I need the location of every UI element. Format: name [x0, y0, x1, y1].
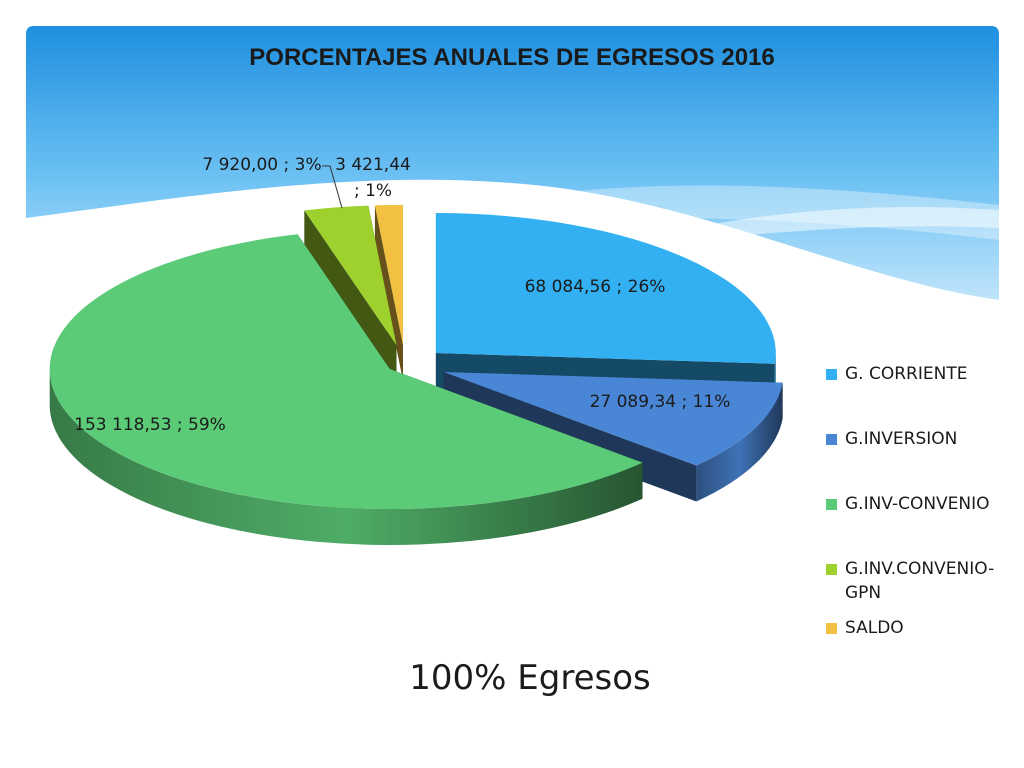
- legend-label: G.INV-CONVENIO: [845, 494, 990, 514]
- chart-title: PORCENTAJES ANUALES DE EGRESOS 2016: [249, 44, 775, 71]
- legend-swatch: [826, 499, 837, 510]
- legend-item-g-inv-convenio: G.INV-CONVENIO: [826, 492, 995, 516]
- data-label-g-inv-convenio: 153 118,53 ; 59%: [74, 415, 226, 435]
- banner-wave-2: [600, 206, 999, 250]
- legend-item-g-corriente: G. CORRIENTE: [826, 362, 995, 386]
- data-label-g-inversion: 27 089,34 ; 11%: [590, 392, 731, 412]
- legend-item-g-inv-convenio-gpn: G.INV.CONVENIO-GPN: [826, 557, 995, 605]
- legend-label: SALDO: [845, 618, 904, 638]
- pie-slice-g-inversion: [443, 371, 783, 502]
- legend-item-saldo: SALDO: [826, 616, 995, 640]
- pie-slice-side: [49, 368, 643, 545]
- legend-swatch: [826, 369, 837, 380]
- pie-slice-top: [443, 371, 783, 466]
- leader-line: [322, 165, 343, 209]
- data-label-g-inv-convenio-gpn: 7 920,00 ; 3%: [202, 155, 321, 175]
- pie-slice-wall: [374, 205, 404, 381]
- pie-slice-wall: [304, 210, 397, 382]
- legend-swatch: [826, 434, 837, 445]
- pie-slice-top: [435, 213, 776, 364]
- data-label-saldo: 3 421,44: [335, 155, 411, 175]
- legend-item-g-inversion: G.INVERSION: [826, 427, 995, 451]
- title-banner: [26, 26, 999, 300]
- pie-slice-g-corriente: [435, 213, 776, 400]
- banner-wave: [420, 185, 999, 240]
- legend-swatch: [826, 623, 837, 634]
- pie-slice-g-inv-convenio: [49, 234, 643, 545]
- legend-label: G. CORRIENTE: [845, 364, 968, 384]
- pie-slice-top: [374, 204, 404, 345]
- pie-slice-side: [696, 382, 783, 502]
- pie-slice-g-inv-convenio-gpn: [304, 205, 397, 382]
- pie-slice-top: [49, 234, 643, 509]
- legend-label: G.INV.CONVENIO-GPN: [845, 559, 995, 603]
- pie-slice-saldo: [374, 204, 404, 381]
- data-label-saldo-pct: ; 1%: [354, 181, 392, 201]
- data-label-g-corriente: 68 084,56 ; 26%: [525, 277, 666, 297]
- legend-label: G.INVERSION: [845, 429, 958, 449]
- legend-swatch: [826, 564, 837, 575]
- pie-slice-top: [304, 205, 397, 346]
- slide-caption: 100% Egresos: [409, 658, 651, 698]
